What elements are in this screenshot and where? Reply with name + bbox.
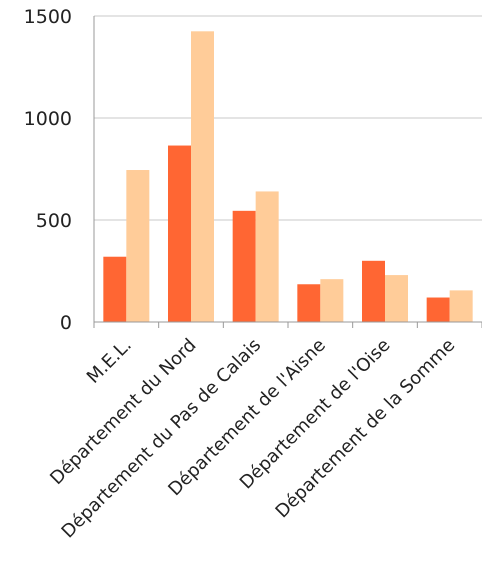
- axes: [93, 16, 482, 328]
- bar: [320, 279, 344, 322]
- bar: [255, 191, 279, 322]
- bar: [362, 260, 385, 322]
- bars: [103, 31, 473, 323]
- y-tick-label: 1500: [24, 6, 72, 28]
- y-tick-label: 1000: [24, 108, 72, 130]
- y-tick-label: 0: [60, 312, 72, 334]
- bar: [297, 284, 321, 322]
- bar: [232, 210, 256, 322]
- x-tick-label: M.E.L.: [83, 335, 136, 388]
- bar: [168, 145, 191, 322]
- bar: [191, 31, 214, 323]
- bar: [385, 275, 408, 322]
- bar: [426, 297, 450, 322]
- y-tick-labels: 0 500 1000 1500: [24, 6, 72, 334]
- y-tick-label: 500: [36, 210, 72, 232]
- bar: [449, 290, 473, 322]
- bar: [103, 256, 127, 322]
- bar: [126, 170, 150, 322]
- gridlines: [94, 15, 482, 221]
